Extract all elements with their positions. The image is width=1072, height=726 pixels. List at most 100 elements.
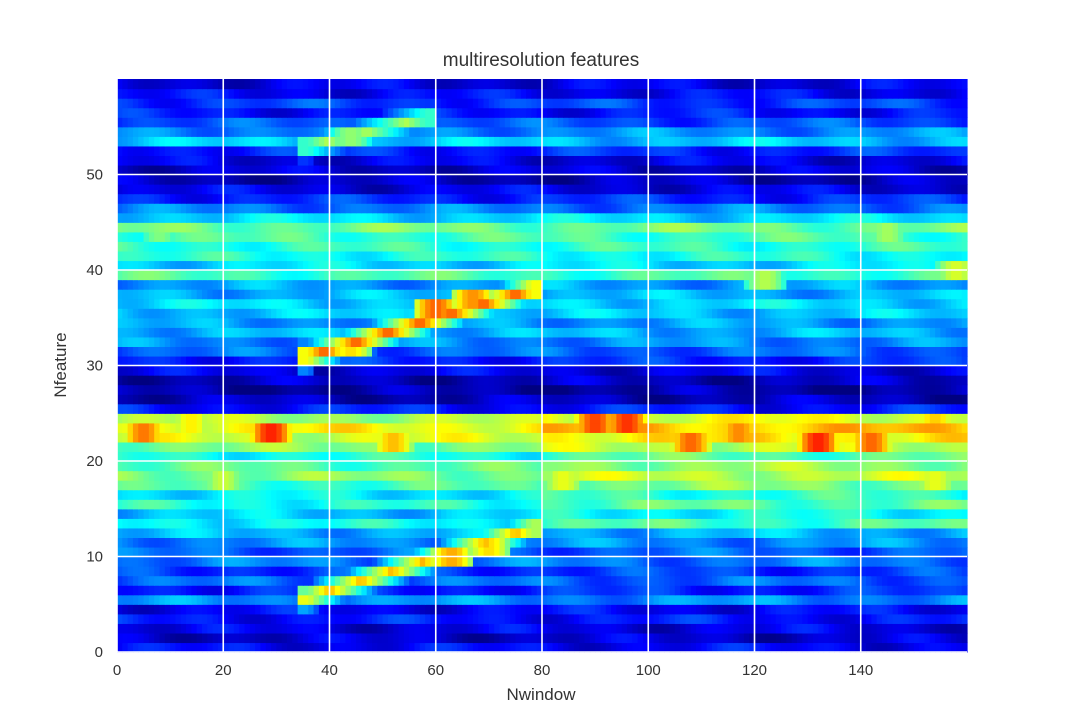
heatmap-cell [148, 546, 155, 558]
heatmap-cell [712, 432, 718, 443]
heatmap-cell [573, 365, 580, 376]
heatmap-cell [398, 585, 405, 596]
heatmap-cell [743, 375, 750, 386]
heatmap-cell [781, 394, 787, 405]
heatmap-cell [595, 546, 602, 558]
heatmap-cell [287, 508, 293, 519]
heatmap-cell [478, 537, 485, 548]
heatmap-cell [913, 461, 920, 472]
heatmap-cell [775, 470, 782, 481]
heatmap-cell [781, 413, 787, 424]
heatmap-cell [159, 594, 166, 605]
heatmap-cell [945, 480, 952, 491]
heatmap-cell [584, 632, 591, 644]
heatmap-cell [882, 451, 888, 462]
heatmap-cell [547, 394, 554, 405]
heatmap-cell [807, 632, 814, 644]
heatmap-cell [621, 566, 628, 577]
heatmap-cell [696, 355, 702, 367]
heatmap-cell [536, 518, 543, 529]
heatmap-cell [754, 451, 761, 462]
heatmap-cell [132, 489, 139, 500]
heatmap-cell [536, 375, 543, 386]
heatmap-cell [791, 384, 798, 395]
heatmap-cell [345, 461, 352, 472]
heatmap-cell [690, 642, 697, 653]
heatmap-cell [781, 546, 787, 558]
heatmap-cell [143, 623, 150, 634]
heatmap-cell [786, 642, 793, 653]
heatmap-cell [366, 508, 373, 519]
heatmap-cell [292, 642, 299, 653]
heatmap-cell [642, 556, 649, 567]
heatmap-cell [292, 594, 299, 605]
heatmap-cell [494, 537, 501, 548]
heatmap-cell [775, 461, 782, 472]
heatmap-cell [308, 394, 315, 405]
heatmap-cell [648, 355, 655, 367]
heatmap-cell [526, 594, 532, 605]
heatmap-cell [377, 441, 384, 453]
heatmap-cell [239, 499, 246, 510]
heatmap-cell [573, 489, 580, 500]
heatmap-cell [207, 604, 214, 615]
heatmap-cell [435, 585, 442, 596]
heatmap-cell [951, 441, 957, 453]
heatmap-cell [132, 546, 139, 558]
heatmap-cell [457, 422, 463, 433]
heatmap-cell [361, 403, 368, 414]
heatmap-cell [860, 527, 867, 538]
heatmap-cell [446, 375, 453, 386]
heatmap-cell [674, 384, 681, 395]
heatmap-cell [159, 480, 166, 491]
heatmap-cell [951, 632, 957, 644]
heatmap-cell [356, 403, 362, 414]
heatmap-cell [690, 585, 697, 596]
heatmap-cell [202, 432, 208, 443]
heatmap-cell [515, 632, 522, 644]
heatmap-cell [605, 518, 612, 529]
heatmap-cell [372, 537, 378, 548]
heatmap-cell [722, 403, 729, 414]
heatmap-cell [249, 546, 256, 558]
heatmap-cell [929, 623, 936, 634]
heatmap-cell [510, 422, 517, 433]
heatmap-cell [632, 365, 639, 376]
heatmap-cell [897, 575, 904, 586]
heatmap-cell [759, 594, 766, 605]
heatmap-cell [637, 604, 644, 615]
heatmap-cell [281, 508, 288, 519]
heatmap-cell [568, 632, 575, 644]
heatmap-cell [526, 480, 532, 491]
heatmap-cell [271, 585, 277, 596]
heatmap-cell [499, 604, 506, 615]
heatmap-cell [913, 470, 920, 481]
heatmap-cell [260, 527, 267, 538]
heatmap-cell [812, 480, 819, 491]
heatmap-cell [616, 451, 623, 462]
heatmap-cell [871, 470, 878, 481]
heatmap-cell [329, 451, 336, 462]
heatmap-cell [191, 375, 198, 386]
heatmap-cell [387, 365, 394, 376]
heatmap-cell [908, 441, 915, 453]
heatmap-cell [871, 623, 878, 634]
heatmap-cell [387, 432, 394, 443]
heatmap-cell [871, 355, 878, 367]
heatmap-cell [164, 508, 171, 519]
heatmap-cell [913, 632, 920, 644]
heatmap-cell [956, 441, 963, 453]
heatmap-cell [797, 480, 803, 491]
heatmap-cell [318, 585, 325, 596]
heatmap-cell [122, 422, 129, 433]
heatmap-cell [637, 480, 644, 491]
heatmap-cell [876, 537, 883, 548]
heatmap-cell [743, 604, 750, 615]
heatmap-cell [287, 556, 293, 567]
heatmap-cell [812, 413, 819, 424]
heatmap-cell [536, 508, 543, 519]
heatmap-cell [143, 451, 150, 462]
heatmap-cell [786, 546, 793, 558]
heatmap-cell [866, 403, 872, 414]
heatmap-cell [462, 632, 469, 644]
